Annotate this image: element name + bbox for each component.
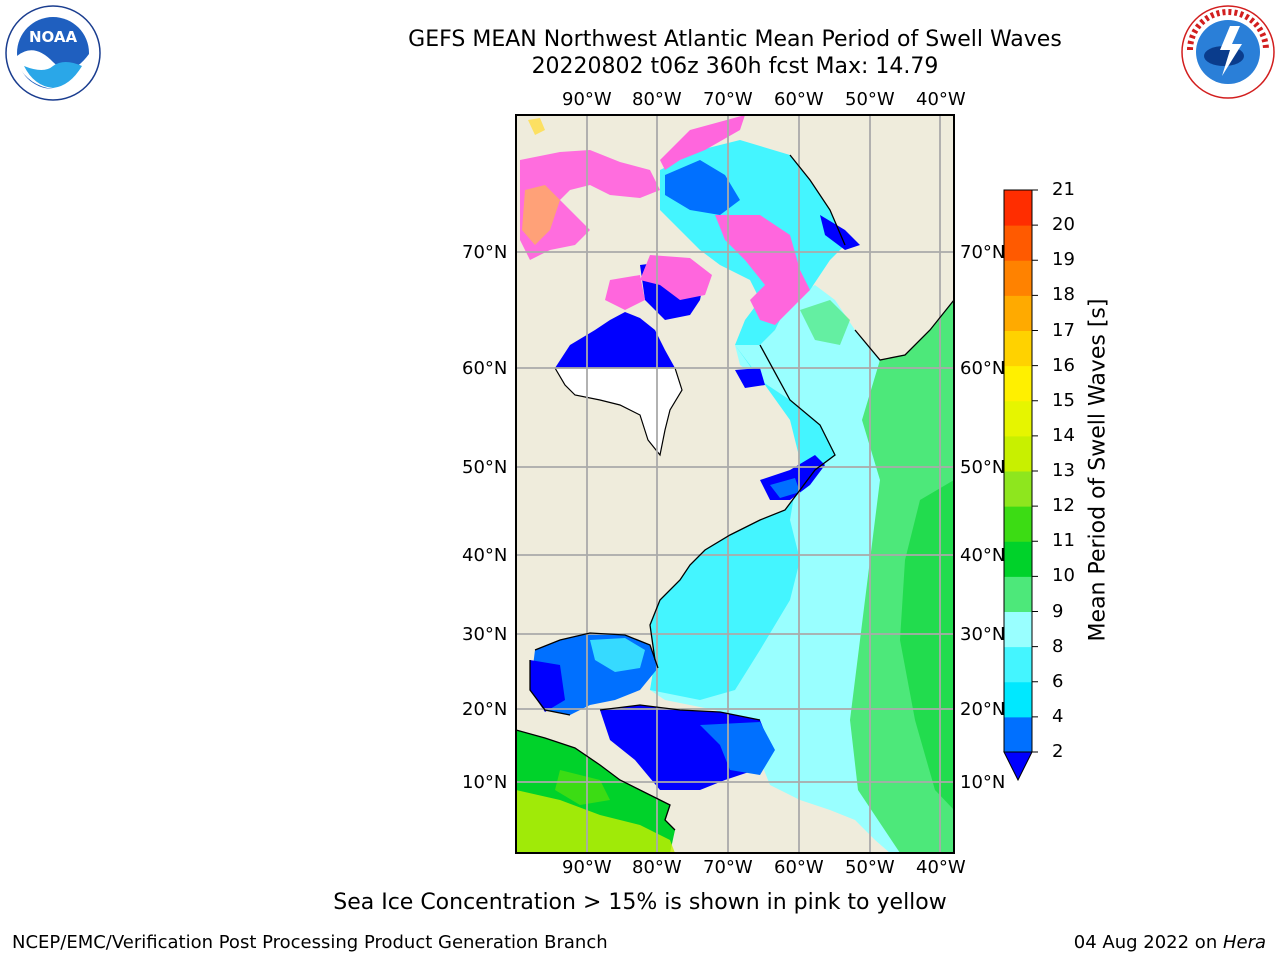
colorbar-tick-label: 11	[1052, 530, 1075, 552]
map-title: GEFS MEAN Northwest Atlantic Mean Period…	[408, 27, 1062, 52]
colorbar-segment	[1004, 541, 1032, 577]
colorbar-tick-label: 2	[1052, 741, 1064, 762]
lon-label-top: 50°W	[845, 89, 895, 110]
lon-label-top: 40°W	[916, 89, 966, 110]
colorbar-segment	[1004, 611, 1032, 648]
colorbar-tick-label: 14	[1052, 424, 1075, 446]
colorbar-segment	[1004, 646, 1032, 683]
colorbar-under-arrow	[1003, 751, 1033, 782]
noaa-logo-text: NOAA	[29, 28, 78, 46]
footer-host: Hera	[1222, 932, 1266, 953]
lat-label-right: 70°N	[960, 242, 1006, 263]
lat-label-left: 20°N	[462, 699, 508, 720]
lat-label-right: 10°N	[960, 772, 1006, 793]
colorbar-segment	[1004, 225, 1032, 261]
colorbar-segment	[1004, 506, 1032, 542]
lat-label-right: 40°N	[960, 545, 1006, 566]
colorbar-segment	[1004, 190, 1032, 226]
lon-label-top: 70°W	[703, 89, 753, 110]
lon-label-top: 90°W	[562, 89, 612, 110]
sea-ice-baffin	[660, 115, 745, 170]
lat-label-right: 30°N	[960, 624, 1006, 645]
lat-label-left: 60°N	[462, 358, 508, 379]
lon-label-top: 80°W	[632, 89, 682, 110]
footer-date: 04 Aug 2022 on Hera	[1074, 932, 1266, 953]
colorbar-tick-label: 15	[1052, 389, 1075, 411]
colorbar-tick-label: 21	[1052, 179, 1075, 200]
lon-label-bottom: 90°W	[562, 857, 612, 878]
colorbar-tick-label: 20	[1052, 214, 1075, 236]
colorbar-segment	[1004, 330, 1032, 367]
colorbar-tick-label: 13	[1052, 460, 1075, 481]
colorbar-segment	[1004, 576, 1032, 612]
sea-ice-caption: Sea Ice Concentration > 15% is shown in …	[333, 890, 947, 915]
colorbar-segment	[1004, 716, 1032, 753]
lon-label-bottom: 70°W	[703, 857, 753, 878]
lat-label-right: 20°N	[960, 699, 1006, 720]
colorbar-tick-label: 16	[1052, 354, 1075, 376]
noaa-logo-icon: NOAA	[5, 5, 101, 101]
lon-label-bottom: 60°W	[774, 857, 824, 878]
colorbar	[1003, 189, 1038, 782]
lat-label-left: 10°N	[462, 772, 508, 793]
hudson-bay	[555, 312, 675, 368]
lon-label-top: 60°W	[774, 89, 824, 110]
footer-date-text: 04 Aug 2022 on	[1073, 932, 1223, 953]
colorbar-segment	[1004, 295, 1032, 331]
colorbar-tick-label: 18	[1052, 284, 1075, 306]
colorbar-segment	[1004, 260, 1032, 296]
nws-logo-icon	[1181, 5, 1275, 99]
colorbar-segment	[1004, 471, 1032, 507]
colorbar-segment	[1004, 435, 1032, 472]
colorbar-tick-label: 12	[1052, 495, 1075, 517]
coastal-swell-band	[650, 345, 835, 700]
lat-label-left: 50°N	[462, 457, 508, 478]
lon-label-bottom: 50°W	[845, 857, 895, 878]
coastlines	[516, 154, 954, 831]
colorbar-segment	[1004, 365, 1032, 402]
footer-credit: NCEP/EMC/Verification Post Processing Pr…	[12, 932, 608, 953]
map-frame	[515, 114, 955, 854]
colorbar-tick-label: 4	[1052, 705, 1064, 727]
colorbar-tick-label: 8	[1052, 635, 1064, 657]
lat-label-left: 40°N	[462, 545, 508, 566]
colorbar-segment	[1004, 681, 1032, 718]
lat-label-right: 50°N	[960, 457, 1006, 478]
colorbar-tick-label: 9	[1052, 600, 1064, 622]
lon-label-bottom: 40°W	[916, 857, 966, 878]
map-subtitle: 20220802 t06z 360h fcst Max: 14.79	[531, 54, 939, 79]
colorbar-segment	[1004, 400, 1032, 437]
colorbar-tick-label: 19	[1052, 249, 1075, 271]
lon-label-bottom: 80°W	[632, 857, 682, 878]
colorbar-title: Mean Period of Swell Waves [s]	[1085, 298, 1111, 642]
lat-label-right: 60°N	[960, 358, 1006, 379]
colorbar-tick-label: 6	[1052, 670, 1064, 692]
graticule	[516, 115, 954, 853]
lat-label-left: 70°N	[462, 242, 508, 263]
sea-ice-arctic-channels	[520, 150, 660, 260]
lat-label-left: 30°N	[462, 624, 508, 645]
colorbar-tick-label: 17	[1052, 319, 1075, 341]
colorbar-tick-label: 10	[1052, 565, 1075, 587]
